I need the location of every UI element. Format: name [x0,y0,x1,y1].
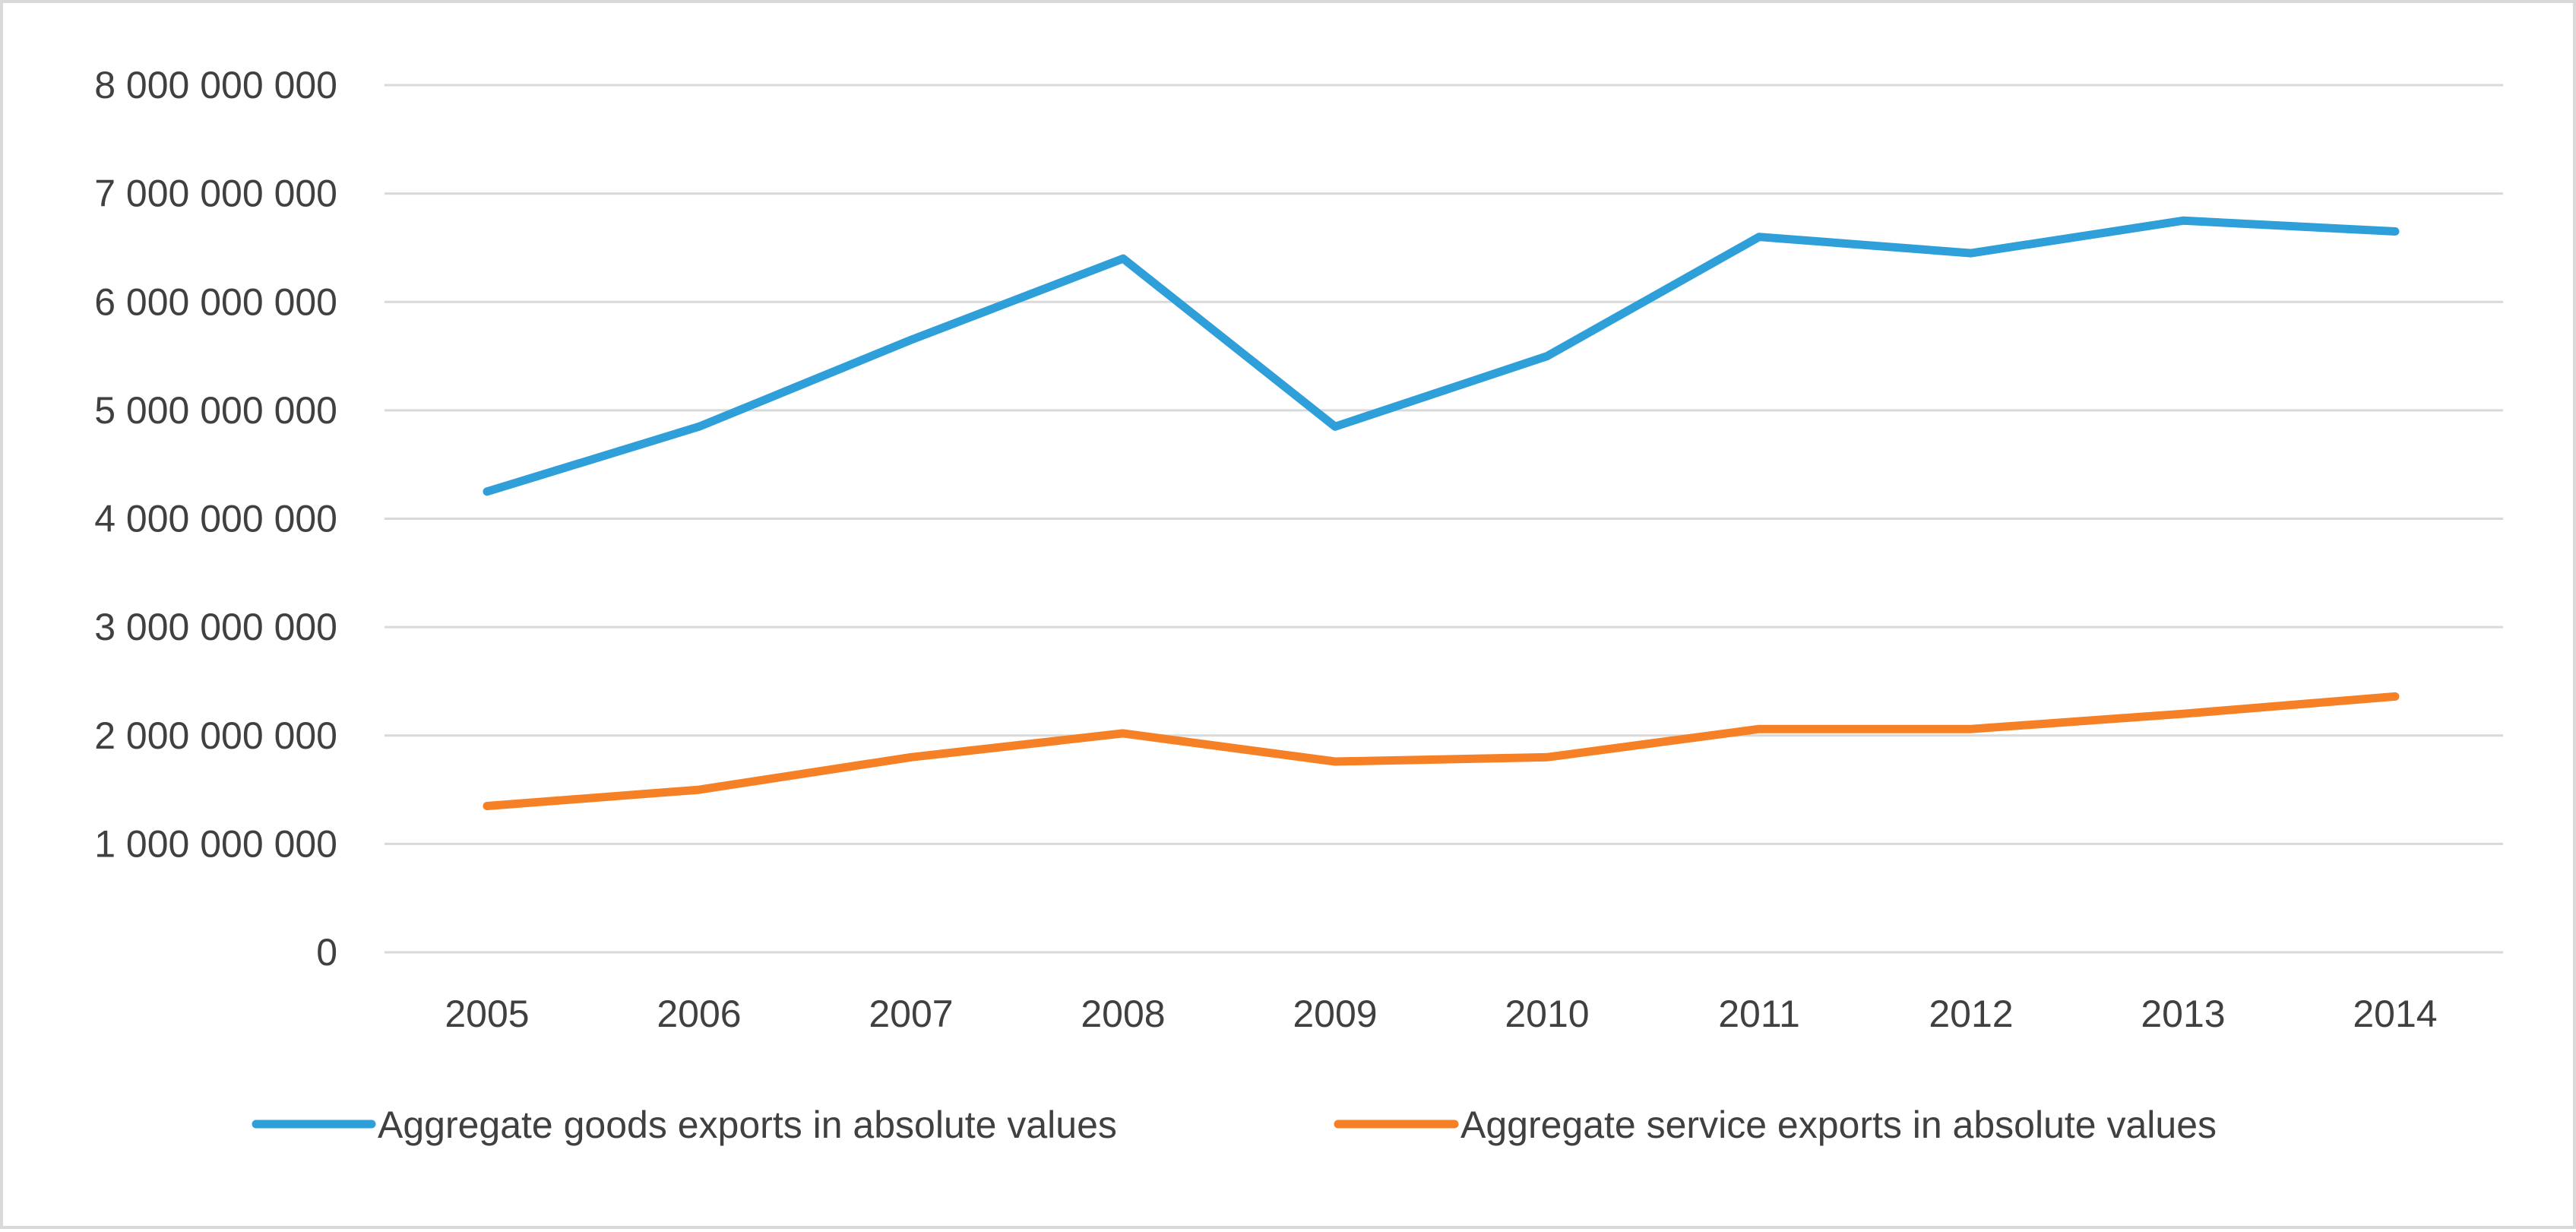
gridlines [385,85,2503,952]
y-tick-label: 7 000 000 000 [94,173,337,215]
x-tick-label: 2009 [1293,993,1377,1035]
x-tick-label: 2013 [2141,993,2225,1035]
legend: Aggregate goods exports in absolute valu… [256,1104,2217,1146]
x-tick-label: 2005 [445,993,529,1035]
x-axis-tick-labels: 2005 2006 2007 2008 2009 2010 2011 2012 2013 2014 [445,993,2437,1035]
line-chart: 0 1 000 000 000 2 000 000 000 3 000 000 000… [3,3,2576,1232]
y-tick-label: 4 000 000 000 [94,498,337,540]
legend-label: Aggregate service exports in absolute va… [1460,1104,2217,1146]
x-tick-label: 2006 [657,993,741,1035]
y-tick-label: 2 000 000 000 [94,714,337,757]
x-tick-label: 2010 [1505,993,1589,1035]
y-tick-label: 1 000 000 000 [94,822,337,865]
y-tick-label: 3 000 000 000 [94,606,337,648]
series-line-services [487,696,2395,806]
x-tick-label: 2011 [1718,993,1800,1035]
x-tick-label: 2012 [1929,993,2013,1035]
y-tick-label: 6 000 000 000 [94,280,337,323]
series-lines [487,220,2395,806]
x-tick-label: 2008 [1081,993,1165,1035]
y-axis-tick-labels: 0 1 000 000 000 2 000 000 000 3 000 000 000… [94,64,337,974]
y-tick-label: 0 [316,931,337,974]
series-line-goods [487,220,2395,492]
x-tick-label: 2014 [2353,993,2437,1035]
x-tick-label: 2007 [869,993,953,1035]
y-tick-label: 8 000 000 000 [94,64,337,106]
y-tick-label: 5 000 000 000 [94,389,337,432]
legend-label: Aggregate goods exports in absolute valu… [378,1104,1117,1146]
